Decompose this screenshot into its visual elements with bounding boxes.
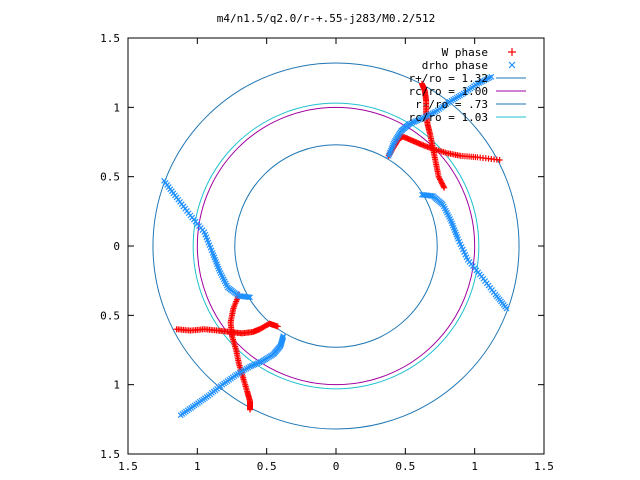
- drho-phase-point: [408, 120, 414, 127]
- w-phase-point: [437, 176, 443, 183]
- legend-label: W phase: [442, 46, 488, 59]
- y-tick-label: 1: [113, 379, 120, 392]
- reference-circles: [152, 62, 520, 430]
- x-tick-label: 0: [333, 460, 340, 473]
- y-tick-label: 0.5: [100, 171, 120, 184]
- w-phase-point: [437, 177, 444, 184]
- legend-label: drho phase: [422, 59, 488, 72]
- circle-rc-ro-1-03: [192, 102, 480, 390]
- drho-phase-point: [259, 358, 266, 365]
- drho-phase-point: [406, 121, 413, 127]
- w-phase-point: [247, 406, 254, 413]
- circle-r-ro-73: [234, 144, 438, 348]
- w-phase-point: [439, 181, 446, 188]
- drho-phase-point: [258, 358, 264, 365]
- legend-label: r-/ro = .73: [415, 98, 488, 111]
- w-phase-point: [436, 175, 443, 182]
- chart-title: m4/n1.5/q2.0/r-+.55-j283/M0.2/512: [217, 12, 436, 25]
- drho-phase-point: [387, 149, 394, 156]
- drho-phase-point: [387, 147, 394, 154]
- drho-phase-point: [251, 361, 258, 368]
- y-tick-label: 1.5: [100, 448, 120, 461]
- x-tick-label: 1.5: [118, 460, 138, 473]
- drho-phase-point: [256, 359, 263, 366]
- drho-phase-point: [417, 116, 424, 123]
- w-phase-point: [496, 157, 503, 164]
- y-tick-label: 0: [113, 240, 120, 253]
- y-tick-label: 1: [113, 101, 120, 114]
- drho-phase-point: [388, 146, 395, 152]
- w-phase-point: [441, 184, 448, 191]
- drho-phase-point: [386, 151, 393, 158]
- legend-label: rc/ro = 1.00: [409, 85, 488, 98]
- drho-phase-point: [414, 117, 421, 124]
- w-phase-point: [173, 326, 180, 333]
- drho-phase-point: [177, 412, 184, 419]
- drho-phase-point: [411, 118, 418, 125]
- drho-phase-point: [253, 360, 260, 367]
- drho-phase-point: [385, 152, 392, 159]
- w-phase-point: [438, 179, 445, 186]
- legend-swatch: [508, 48, 516, 56]
- drho-phase-point: [248, 363, 255, 369]
- drho-phase-point: [254, 360, 261, 367]
- x-tick-label: 1: [471, 460, 478, 473]
- drho-phase-point: [389, 142, 396, 149]
- axis-ticks: 1.5 1 0.5 0 0.5 1 1.51.510.500.511.5: [100, 32, 554, 473]
- drho-phase-point: [390, 140, 397, 147]
- x-tick-label: 0.5: [395, 460, 415, 473]
- drho-phase-point: [420, 191, 427, 198]
- y-tick-label: 1.5: [100, 32, 120, 45]
- legend-label: rc/ro = 1.03: [409, 111, 488, 124]
- drho-phase-point: [389, 144, 396, 151]
- x-tick-label: 1.5: [534, 460, 554, 473]
- drho-phase-point: [488, 73, 495, 80]
- drho-phase-point: [412, 118, 419, 125]
- x-tick-label: 0.5: [257, 460, 277, 473]
- drho-phase-point: [415, 116, 422, 123]
- data-points: [161, 73, 510, 419]
- x-tick-label: 1: [194, 460, 201, 473]
- w-phase-point: [418, 80, 425, 87]
- w-phase-point: [440, 183, 447, 190]
- circle-r-ro-1-32: [152, 62, 520, 430]
- legend-swatch: [508, 61, 516, 69]
- drho-phase-point: [419, 191, 425, 198]
- w-phase-point: [439, 180, 446, 187]
- drho-phase-point: [161, 177, 167, 184]
- y-tick-label: 0.5: [100, 309, 120, 322]
- drho-phase-point: [250, 362, 257, 369]
- legend-label: r+/ro = 1.32: [409, 72, 488, 85]
- circle-rc-ro-1-00: [196, 106, 476, 386]
- drho-phase-point: [409, 119, 416, 126]
